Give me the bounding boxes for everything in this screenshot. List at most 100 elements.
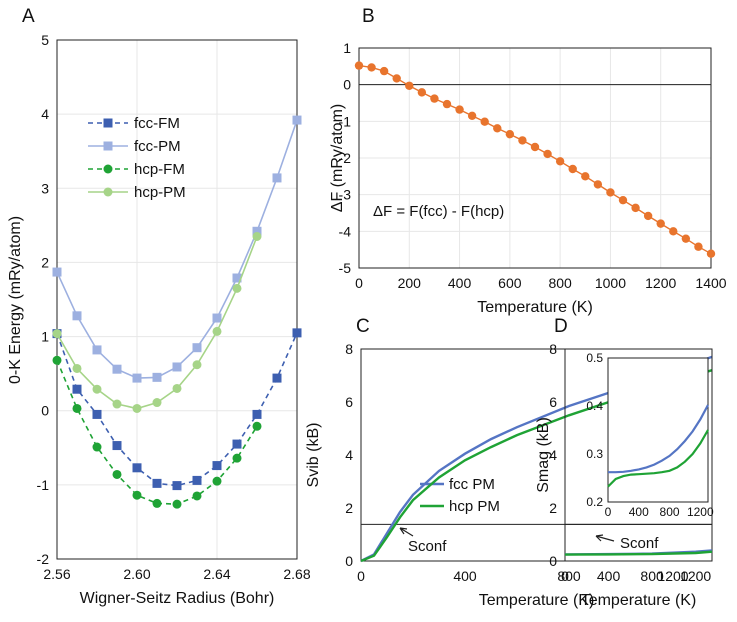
panel-b-point (618, 195, 628, 205)
panel-a-series-fcc-fm-point (192, 475, 202, 485)
panel-d-x-axis-label: Temperature (K) (581, 592, 697, 609)
panel-d-inset-chart: 0 400 800 1200 0.2 0.3 0.4 0.5 (586, 351, 714, 519)
panel-b-y-tick-label: -5 (339, 260, 352, 276)
panel-a-y-tick-label: 2 (41, 254, 49, 270)
panel-c-sconf-arrow (399, 527, 414, 537)
panel-b-point (681, 234, 691, 243)
panel-a-series-fcc-fm-point (132, 463, 142, 473)
panel-b-point (593, 180, 603, 189)
panel-c-x-tick-label: 400 (453, 568, 477, 584)
panel-a-series-fcc-fm-point (252, 409, 262, 419)
panel-a-series-hcp-pm-point (152, 398, 162, 408)
panel-c-y-tick-label: 0 (345, 553, 353, 569)
panel-b-y-axis-label: ΔF (mRy/atom) (329, 104, 346, 212)
panel-a-series-fcc-pm-point (92, 345, 102, 355)
panel-b-x-tick-label: 600 (498, 275, 522, 291)
panel-c-x-tick-label: 1200 (657, 568, 688, 584)
panel-a-chart: 2.56 2.60 2.64 2.68 -2 -1 0 1 2 3 4 5 Wigner-Seitz R… (7, 6, 311, 607)
panel-b-point (643, 211, 653, 221)
legend-fcc-pm-marker (103, 141, 113, 151)
legend-fcc-fm-label: fcc-FM (134, 115, 180, 132)
panel-a-series-fcc-fm-point (92, 409, 102, 419)
panel-b-point (656, 219, 665, 228)
panel-a-y-tick-label: -1 (37, 477, 50, 493)
panel-b-point (367, 63, 376, 72)
panel-a-series-fcc-pm-point (112, 364, 122, 374)
panel-b-chart: 0 200 400 600 800 1000 1200 1400 -5 -4 -3 -2 -1 0 1 Tem… (329, 6, 727, 316)
inset-y-tick-label: 0.4 (586, 399, 603, 413)
panel-b-point (480, 117, 489, 126)
panel-d-y-tick-label: 8 (549, 341, 557, 357)
panel-a-series-hcp-fm-point (112, 469, 122, 479)
panel-a-series-fcc-fm-point (232, 439, 242, 449)
panel-b-x-tick-label: 400 (448, 275, 472, 291)
panel-c-y-tick-label: 2 (345, 500, 353, 516)
panel-a-series-fcc-fm-point (292, 328, 302, 338)
inset-y-tick-label: 0.2 (586, 495, 603, 509)
panel-b-point (669, 227, 678, 236)
panel-a-series-hcp-fm-line (56, 359, 258, 505)
panel-d-sconf-arrow (595, 534, 615, 542)
panel-d-y-tick-label: 4 (549, 447, 557, 463)
panel-b-y-tick-label: -4 (339, 223, 352, 239)
panel-b-x-tick-label: 800 (548, 275, 572, 291)
panel-b-point (631, 203, 640, 213)
panel-a-series-hcp-pm-point (172, 383, 182, 393)
panel-a-series-hcp-pm-point (132, 403, 142, 413)
panel-a-series-fcc-pm-point (292, 115, 302, 125)
inset-y-tick-label: 0.3 (586, 447, 603, 461)
panel-c-y-tick-label: 8 (345, 341, 353, 357)
panel-b-x-tick-label: 1400 (695, 275, 726, 291)
panel-b-point (706, 249, 716, 258)
panel-c-letter: C (356, 316, 370, 337)
panel-b-point (543, 149, 552, 159)
panel-c-sconf-label: Sconf (408, 538, 447, 555)
panel-a-series-fcc-fm-point (212, 461, 222, 471)
panel-a-series-fcc-pm-point (52, 267, 62, 277)
panel-a-series-fcc-pm-point (72, 311, 82, 321)
inset-y-tick-label: 0.5 (586, 351, 603, 365)
panel-a-x-tick-label: 2.60 (123, 566, 150, 582)
inset-x-tick-label: 1200 (687, 505, 714, 519)
panel-b-point (379, 66, 389, 76)
legend-hcp-pm-label: hcp-PM (134, 184, 186, 201)
panel-b-point (568, 164, 577, 174)
panel-b-y-tick-label: -1 (339, 113, 352, 129)
panel-a-x-axis-label: Wigner-Seitz Radius (Bohr) (80, 590, 275, 607)
panel-b-point (518, 136, 527, 145)
panel-a-x-tick-label: 2.56 (43, 566, 70, 582)
panel-c-y-tick-label: 6 (345, 394, 353, 410)
panel-a-y-tick-label: 3 (41, 180, 49, 196)
panel-d-x-tick-label: 800 (640, 568, 664, 584)
panel-a-letter: A (22, 6, 35, 27)
panel-a-series-fcc-fm-point (72, 384, 82, 394)
panel-a-series-hcp-fm-point (52, 355, 62, 365)
panel-a-series-hcp-pm-point (112, 399, 122, 409)
panel-b-point (694, 242, 703, 251)
panel-a-series-hcp-pm-point (192, 360, 202, 370)
panel-a-series-fcc-fm-point (152, 478, 162, 488)
panel-b-annotation: ΔF = F(fcc) - F(hcp) (373, 203, 504, 220)
panel-a-x-tick-label: 2.68 (283, 566, 310, 582)
panel-b-x-tick-label: 200 (398, 275, 422, 291)
panel-c-legend-fcc-label: fcc PM (449, 476, 495, 493)
panel-d-y-tick-label: 6 (549, 394, 557, 410)
panel-a-series-fcc-pm-point (152, 372, 162, 382)
panel-a-plot-frame (56, 39, 298, 560)
panel-a-series-hcp-fm-point (72, 403, 82, 413)
panel-b-point (505, 129, 515, 139)
inset-series-fcc-line (608, 404, 709, 474)
panel-a-series-hcp-fm-point (212, 476, 222, 486)
panel-a-series-fcc-fm-point (172, 481, 182, 491)
legend-hcp-fm-label: hcp-FM (134, 161, 185, 178)
panel-a-series-fcc-pm-point (172, 362, 182, 372)
panel-b-point (530, 142, 540, 152)
panel-b-point (392, 74, 401, 83)
panel-a-y-tick-label: 1 (41, 329, 49, 345)
panel-b-point (606, 188, 615, 197)
panel-a-x-tick-label: 2.64 (203, 566, 230, 582)
panel-a-y-axis-label: 0-K Energy (mRy/atom) (7, 216, 24, 384)
panel-b-plot-frame (358, 47, 712, 269)
panel-b-x-tick-label: 1200 (645, 275, 676, 291)
